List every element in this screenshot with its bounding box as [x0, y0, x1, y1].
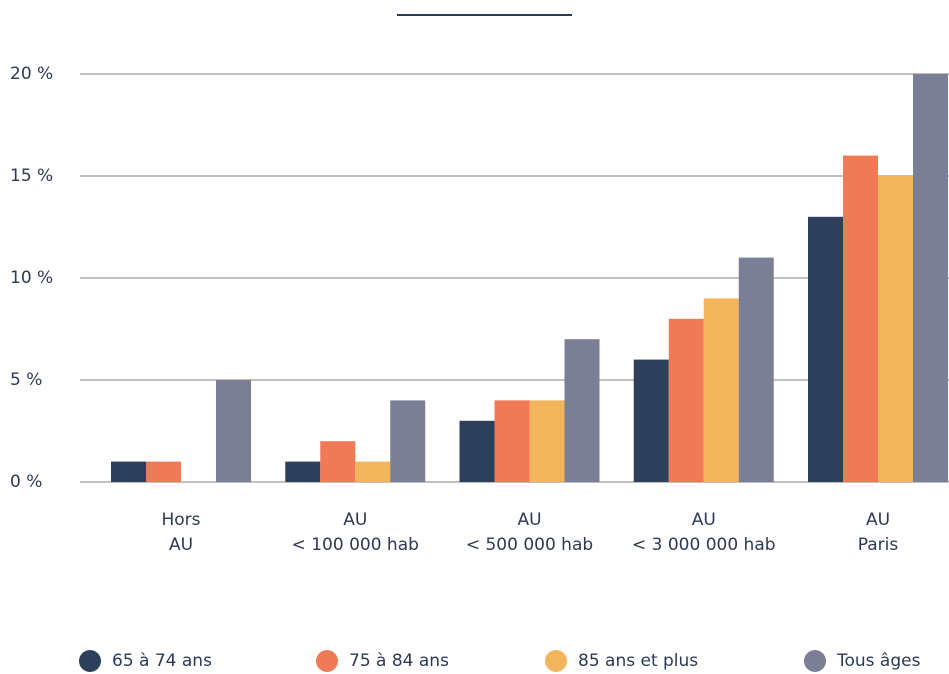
bar — [703, 298, 739, 482]
x-tick-label: Hors — [161, 510, 200, 530]
y-tick-label: 0 % — [10, 472, 42, 492]
x-tick-label: < 3 000 000 hab — [632, 535, 776, 555]
x-tick-label: < 500 000 hab — [466, 535, 593, 555]
x-tick-label: Paris — [858, 535, 899, 555]
bar — [808, 216, 843, 483]
bar — [529, 400, 565, 482]
bar — [494, 400, 530, 482]
x-tick-label: AU — [343, 510, 367, 530]
x-tick-label: AU — [169, 535, 193, 555]
legend-marker — [804, 650, 826, 672]
x-tick-label: AU — [692, 510, 716, 530]
legend-label: Tous âges — [836, 651, 921, 671]
legend-label: 85 ans et plus — [578, 651, 698, 671]
bar — [878, 176, 913, 482]
bar — [216, 380, 251, 482]
bar — [843, 155, 878, 482]
bar — [355, 461, 391, 482]
bar — [390, 400, 426, 482]
bar — [459, 420, 495, 482]
legend-marker — [316, 650, 338, 672]
legend-marker — [79, 650, 101, 672]
x-tick-label: < 100 000 hab — [292, 535, 419, 555]
legend-marker — [545, 650, 567, 672]
legend-label: 75 à 84 ans — [349, 651, 449, 671]
bar — [564, 339, 600, 482]
bar — [111, 461, 146, 482]
bar — [913, 74, 948, 482]
x-tick-label: AU — [866, 510, 890, 530]
x-tick-label: AU — [517, 510, 541, 530]
y-tick-label: 15 % — [10, 166, 53, 186]
bar — [146, 461, 181, 482]
bar — [668, 318, 704, 482]
bar — [738, 257, 774, 482]
y-tick-label: 5 % — [10, 370, 42, 390]
bar — [285, 461, 321, 482]
bar — [320, 441, 356, 482]
y-tick-label: 20 % — [10, 64, 53, 84]
y-tick-label: 10 % — [10, 268, 53, 288]
bar — [633, 359, 669, 482]
legend-label: 65 à 74 ans — [112, 651, 212, 671]
